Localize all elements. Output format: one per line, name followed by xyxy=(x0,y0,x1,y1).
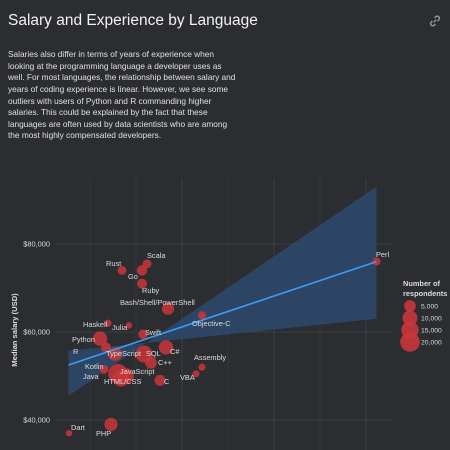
point-label: Kotlin xyxy=(85,362,104,371)
data-point-r xyxy=(100,342,112,353)
point-label: Dart xyxy=(71,423,85,432)
scatter-chart: Perl Scala Rust Go Ruby Bash/Shell/PowerShell… xyxy=(10,178,447,450)
legend-title: respondents xyxy=(403,289,447,298)
point-label: Scala xyxy=(147,251,166,260)
point-label: SQL xyxy=(146,349,161,358)
legend-label: 5,000 xyxy=(421,304,438,311)
legend-label: 20,000 xyxy=(421,340,442,347)
point-label: Ruby xyxy=(142,286,160,295)
legend-label: 15,000 xyxy=(421,328,442,335)
point-label: Go xyxy=(128,272,138,281)
point-label: Julia xyxy=(112,323,128,332)
point-label: Rust xyxy=(106,259,121,268)
point-label: PHP xyxy=(96,429,111,438)
link-icon[interactable] xyxy=(428,14,442,28)
point-label: JavaScript xyxy=(120,367,155,376)
data-point-c- xyxy=(145,356,157,369)
trend-line xyxy=(68,260,377,366)
legend-symbol xyxy=(402,310,418,326)
data-point-objective-c xyxy=(197,311,207,320)
page-title: Salary and Experience by Language xyxy=(8,12,258,29)
data-point-c- xyxy=(158,340,174,355)
point-label: VBA xyxy=(180,373,195,382)
point-label: R xyxy=(73,347,78,356)
data-point-go xyxy=(136,265,148,276)
data-point-vba xyxy=(192,370,200,378)
point-label: Java xyxy=(83,372,100,381)
data-point-php xyxy=(104,417,118,431)
legend-symbol xyxy=(400,332,420,352)
data-point-assembly xyxy=(198,363,206,371)
data-point-python xyxy=(92,331,108,346)
data-point-html-css xyxy=(112,369,130,387)
point-label: Perl xyxy=(376,250,390,259)
data-point-c xyxy=(154,374,166,386)
point-label: C++ xyxy=(158,358,172,367)
data-point-haskell xyxy=(104,319,112,327)
chart-header: Salary and Experience by Language xyxy=(8,10,442,32)
point-label: Haskell xyxy=(83,320,108,329)
y-tick-label: $80,000 xyxy=(23,240,50,249)
y-tick-label: $60,000 xyxy=(23,328,50,337)
description-paragraph: Salaries also differ in terms of years o… xyxy=(8,49,236,141)
point-label: Objective-C xyxy=(192,319,231,328)
data-point-dart xyxy=(65,429,73,437)
point-label: C# xyxy=(170,347,180,356)
data-point-julia xyxy=(125,322,133,329)
point-label: TypeScript xyxy=(106,349,141,358)
legend-label: 10,000 xyxy=(421,316,442,323)
data-point-swift xyxy=(138,329,148,339)
point-label: Python xyxy=(72,335,95,344)
data-point-rust xyxy=(117,265,127,275)
point-label: Assembly xyxy=(194,353,226,362)
y-axis-label: Median salary (USD) xyxy=(10,293,19,367)
point-label: Swift xyxy=(145,328,161,337)
point-label: Bash/Shell/PowerShell xyxy=(120,298,195,307)
y-tick-label: $40,000 xyxy=(23,416,50,425)
confidence-band xyxy=(68,186,377,396)
legend-title: Number of xyxy=(403,279,440,288)
point-label: HTML/CSS xyxy=(104,377,141,386)
data-point-kotlin xyxy=(99,364,109,374)
data-point-ruby xyxy=(136,278,148,289)
data-point-bash-shell-powershell xyxy=(161,302,175,315)
legend-symbol xyxy=(404,300,416,312)
point-label: C xyxy=(164,377,170,386)
